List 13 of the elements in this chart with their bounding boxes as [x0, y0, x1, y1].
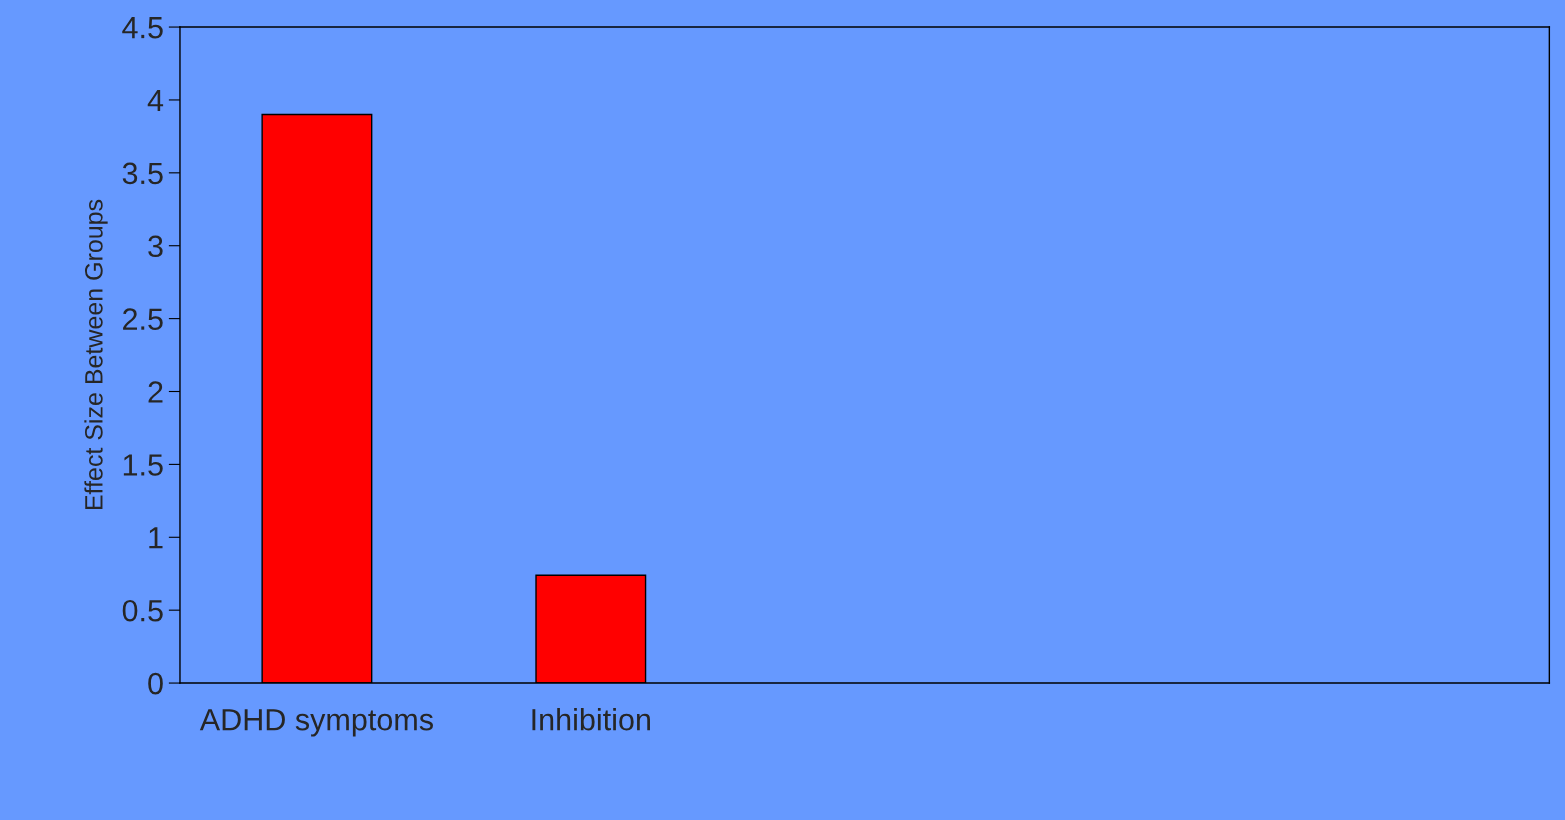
- y-tick-label: 2.5: [123, 308, 163, 330]
- y-tick-label: 0.5: [122, 599, 163, 622]
- y-tick-label: 1: [149, 527, 163, 549]
- y-tick-label: 4.5: [122, 17, 163, 39]
- x-tick-label: ADHD symptoms: [199, 709, 433, 737]
- y-tick-label: 0: [148, 672, 163, 695]
- y-tick-label: 2: [148, 381, 163, 403]
- y-axis-title: Effect Size Between Groups: [84, 199, 108, 510]
- y-tick-label: 4: [147, 90, 164, 112]
- y-tick-label: 1.5: [123, 454, 163, 476]
- y-tick-label: 3: [148, 235, 163, 258]
- x-tick-label: Inhibition: [532, 708, 650, 731]
- y-tick-label: 3.5: [122, 162, 163, 185]
